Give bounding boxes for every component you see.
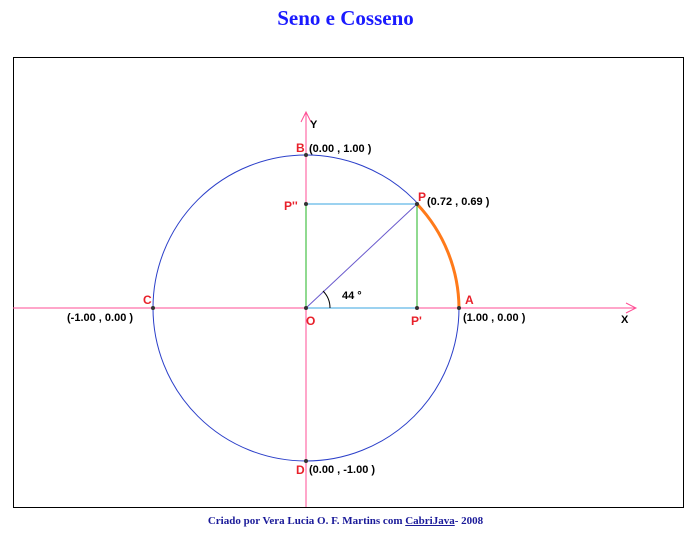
- point: [304, 459, 308, 463]
- point: [304, 306, 308, 310]
- y-arrow: [300, 110, 312, 123]
- points: [151, 153, 461, 463]
- title: Seno e Cosseno: [277, 6, 414, 30]
- point: [457, 306, 461, 310]
- point: [151, 306, 155, 310]
- angle-label: 44 °: [342, 290, 362, 302]
- axis-label: Y: [310, 119, 318, 131]
- point-label: A: [465, 293, 474, 307]
- point-label: O: [306, 314, 315, 328]
- point-label: D: [296, 463, 305, 477]
- point-label: P: [418, 190, 426, 204]
- point: [304, 202, 308, 206]
- point: [415, 202, 419, 206]
- coordinate: (1.00 , 0.00 ): [463, 312, 526, 324]
- frame: [13, 57, 684, 508]
- coordinate: (0.00 , -1.00 ): [309, 464, 375, 476]
- point-label: B: [296, 141, 305, 155]
- footer: Criado por Vera Lucia O. F. Martins com …: [0, 515, 691, 527]
- point-label: P': [411, 314, 422, 328]
- point: [304, 153, 308, 157]
- link[interactable]: CabriJava: [405, 515, 455, 527]
- point: [415, 306, 419, 310]
- coordinate: (-1.00 , 0.00 ): [67, 312, 133, 324]
- x-arrow: [625, 302, 638, 314]
- coordinate: (0.00 , 1.00 ): [309, 143, 372, 155]
- footer-text: Criado por Vera Lucia O. F. Martins com: [207, 515, 403, 527]
- axis-label: X: [621, 314, 629, 326]
- radius: [305, 203, 418, 309]
- angle-arc: [322, 290, 331, 309]
- point-label: C: [143, 293, 152, 307]
- arc: [415, 202, 461, 309]
- coordinate: (0.72 , 0.69 ): [427, 196, 490, 208]
- point-label: P'': [284, 199, 298, 213]
- footer-suffix: - 2008: [454, 515, 484, 527]
